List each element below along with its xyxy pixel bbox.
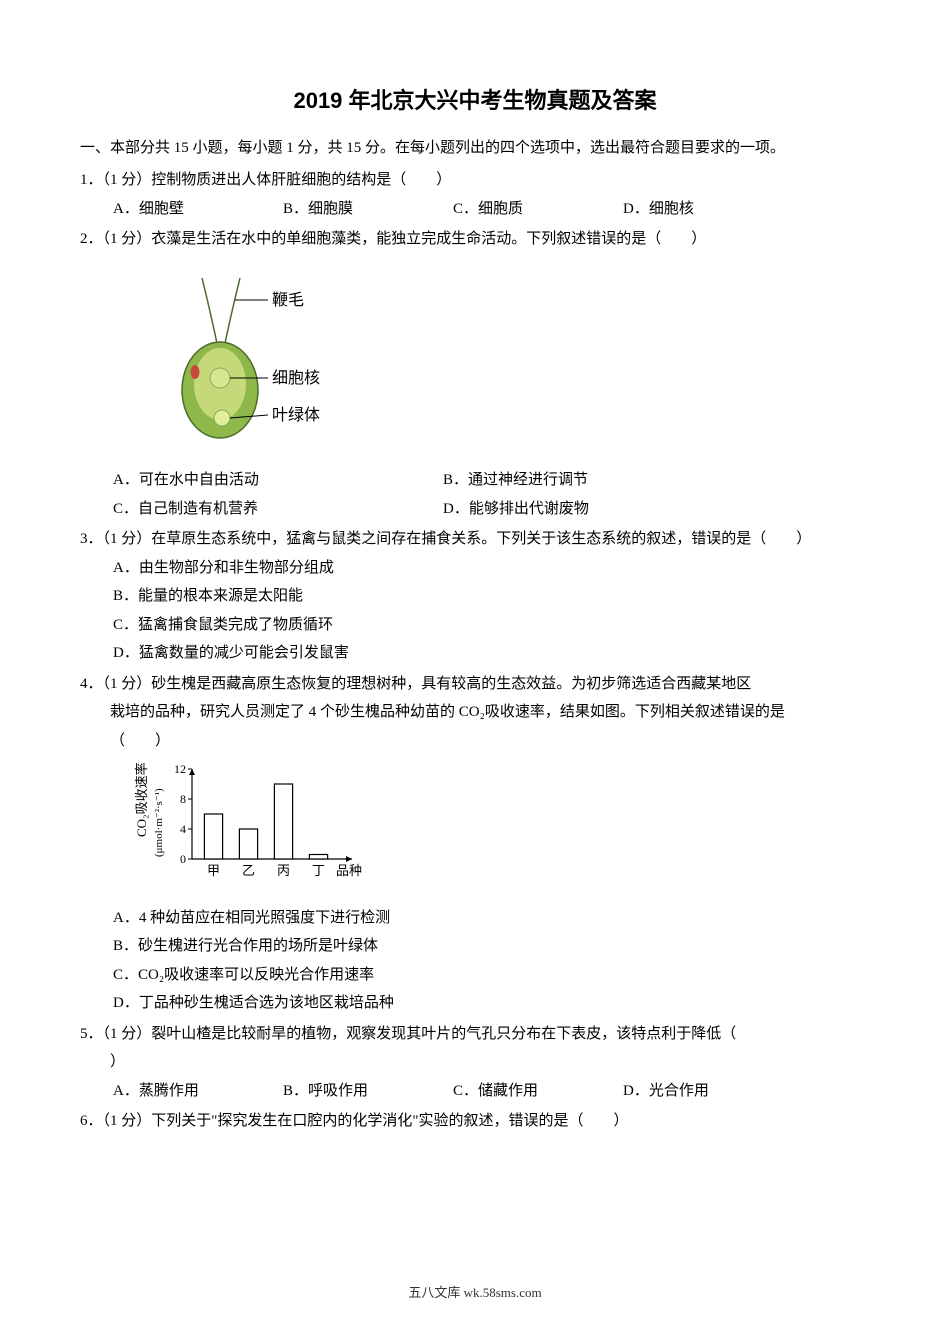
question-4: 4．（1 分）砂生槐是西藏高原生态恢复的理想树种，具有较高的生态效益。为初步筛选…: [80, 670, 870, 1018]
ytick-label: 4: [180, 822, 186, 836]
question-2: 2．（1 分）衣藻是生活在水中的单细胞藻类，能独立完成生命活动。下列叙述错误的是…: [80, 225, 870, 523]
q1-opt-c: C．细胞质: [453, 195, 623, 224]
question-1: 1．（1 分）控制物质进出人体肝脏细胞的结构是（ ） A．细胞壁 B．细胞膜 C…: [80, 166, 870, 223]
q4-opt-d: D．丁品种砂生槐适合选为该地区栽培品种: [113, 989, 870, 1018]
q1-stem: 1．（1 分）控制物质进出人体肝脏细胞的结构是（ ）: [80, 166, 870, 195]
flagellum-left: [202, 278, 218, 348]
q4-opt-a: A．4 种幼苗应在相同光照强度下进行检测: [113, 904, 870, 933]
q4-options: A．4 种幼苗应在相同光照强度下进行检测 B．砂生槐进行光合作用的场所是叶绿体 …: [113, 904, 870, 1018]
q5-opt-c: C．储藏作用: [453, 1077, 623, 1106]
question-3: 3．（1 分）在草原生态系统中，猛禽与鼠类之间存在捕食关系。下列关于该生态系统的…: [80, 525, 870, 668]
q3-stem: 3．（1 分）在草原生态系统中，猛禽与鼠类之间存在捕食关系。下列关于该生态系统的…: [80, 525, 870, 554]
q2-opt-b: B．通过神经进行调节: [443, 466, 773, 495]
bar: [204, 814, 222, 859]
bar: [274, 784, 292, 859]
q5-opt-a: A．蒸腾作用: [113, 1077, 283, 1106]
q1-opt-a: A．细胞壁: [113, 195, 283, 224]
q1-options: A．细胞壁 B．细胞膜 C．细胞质 D．细胞核: [113, 195, 870, 224]
q5-opt-d: D．光合作用: [623, 1077, 793, 1106]
q3-opt-c: C．猛禽捕食鼠类完成了物质循环: [113, 611, 870, 640]
ytick-label: 12: [174, 762, 186, 776]
q3-opt-b: B．能量的根本来源是太阳能: [113, 582, 870, 611]
eyespot: [191, 365, 200, 379]
section-intro: 一、本部分共 15 小题，每小题 1 分，共 15 分。在每小题列出的四个选项中…: [80, 134, 870, 163]
q2-options-row2: C．自己制造有机营养 D．能够排出代谢废物: [113, 495, 870, 524]
y-arrow: [189, 769, 195, 775]
xtick-label: 乙: [242, 863, 255, 878]
ytick-label: 0: [180, 852, 186, 866]
q3-opt-a: A．由生物部分和非生物部分组成: [113, 554, 870, 583]
q4-opt-c: C．CO₂吸收速率可以反映光合作用速率: [113, 961, 870, 990]
flagellum-right: [224, 278, 240, 348]
q2-opt-d: D．能够排出代谢废物: [443, 495, 773, 524]
q3-options: A．由生物部分和非生物部分组成 B．能量的根本来源是太阳能 C．猛禽捕食鼠类完成…: [113, 554, 870, 668]
q5-opt-b: B．呼吸作用: [283, 1077, 453, 1106]
q4-opt-b: B．砂生槐进行光合作用的场所是叶绿体: [113, 932, 870, 961]
chart-ylabel: CO₂吸收速率: [134, 763, 149, 838]
co2-bar-chart: CO₂吸收速率 (μmol·m⁻²·s⁻¹) 0 4 8 12 甲 乙 丙 丁品种: [132, 759, 362, 889]
label-flagellum: 鞭毛: [272, 291, 304, 309]
ytick-label: 8: [180, 792, 186, 806]
bar: [309, 855, 327, 860]
nucleus: [210, 368, 230, 388]
q4-stem-l1: 4．（1 分）砂生槐是西藏高原生态恢复的理想树种，具有较高的生态效益。为初步筛选…: [80, 670, 870, 699]
question-5: 5．（1 分）裂叶山楂是比较耐旱的植物，观察发现其叶片的气孔只分布在下表皮，该特…: [80, 1020, 870, 1106]
chlamydomonas-diagram: 鞭毛 细胞核 叶绿体: [140, 260, 340, 450]
q3-opt-d: D．猛禽数量的减少可能会引发鼠害: [113, 639, 870, 668]
q2-opt-a: A．可在水中自由活动: [113, 466, 443, 495]
q2-stem: 2．（1 分）衣藻是生活在水中的单细胞藻类，能独立完成生命活动。下列叙述错误的是…: [80, 225, 870, 254]
q5-stem-l1: 5．（1 分）裂叶山楂是比较耐旱的植物，观察发现其叶片的气孔只分布在下表皮，该特…: [80, 1020, 870, 1049]
q4-stem-l3: （ ）: [80, 727, 870, 756]
page-footer: 五八文库 wk.58sms.com: [0, 1281, 950, 1306]
exam-title: 2019 年北京大兴中考生物真题及答案: [80, 80, 870, 122]
chloroplast-spot: [214, 410, 230, 426]
q4-stem-l2: 栽培的品种，研究人员测定了 4 个砂生槐品种幼苗的 CO₂吸收速率，结果如图。下…: [80, 698, 870, 727]
q6-stem: 6．（1 分）下列关于"探究发生在口腔内的化学消化"实验的叙述，错误的是（ ）: [80, 1107, 870, 1136]
xtick-label: 丁: [312, 863, 325, 878]
q2-options-row1: A．可在水中自由活动 B．通过神经进行调节: [113, 466, 870, 495]
chart-yunit: (μmol·m⁻²·s⁻¹): [153, 788, 165, 857]
label-nucleus: 细胞核: [272, 369, 320, 387]
x-label: 品种: [336, 863, 362, 878]
q5-options: A．蒸腾作用 B．呼吸作用 C．储藏作用 D．光合作用: [113, 1077, 870, 1106]
q1-opt-b: B．细胞膜: [283, 195, 453, 224]
q2-opt-c: C．自己制造有机营养: [113, 495, 443, 524]
x-arrow: [346, 856, 352, 862]
q1-opt-d: D．细胞核: [623, 195, 793, 224]
q5-stem-l2: ）: [80, 1048, 870, 1077]
xtick-label: 甲: [207, 863, 220, 878]
bar: [239, 829, 257, 859]
xtick-label: 丙: [277, 863, 290, 878]
label-chloroplast: 叶绿体: [272, 406, 320, 424]
question-6: 6．（1 分）下列关于"探究发生在口腔内的化学消化"实验的叙述，错误的是（ ）: [80, 1107, 870, 1136]
